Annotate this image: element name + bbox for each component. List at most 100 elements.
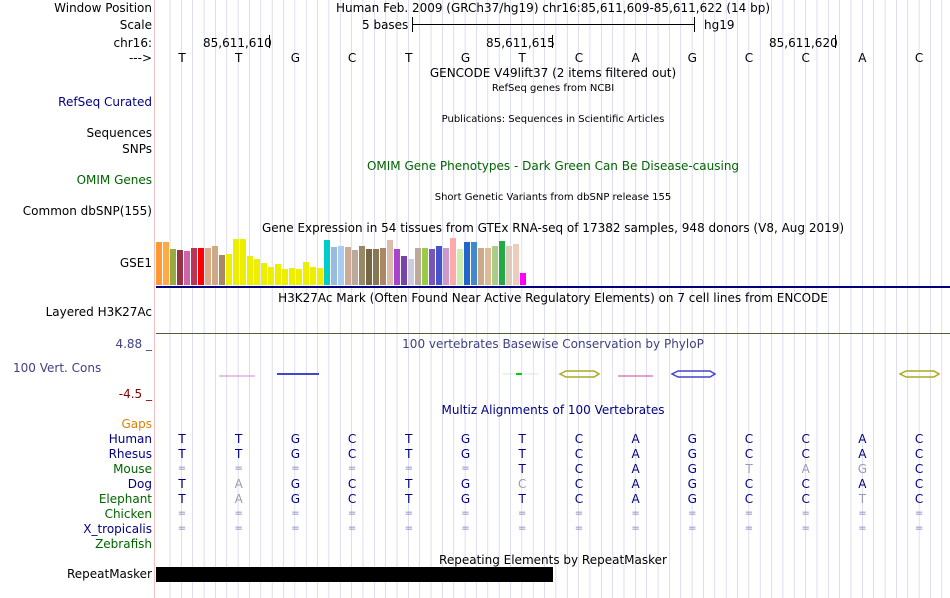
gtex-bar[interactable] [380,248,386,285]
gtex-bar[interactable] [296,268,302,285]
gtex-bar[interactable] [443,248,449,285]
h3k27ac-track-title[interactable]: H3K27Ac Mark (Often Found Near Active Re… [278,291,828,305]
gtex-bar[interactable] [345,247,351,285]
gtex-bar[interactable] [429,249,435,285]
species-label[interactable]: Chicken [104,507,152,521]
gtex-bar[interactable] [373,249,379,285]
sequences-label[interactable]: Sequences [86,126,152,140]
gtex-bar[interactable] [170,249,176,285]
gtex-bar[interactable] [331,247,337,285]
snps-label[interactable]: SNPs [122,142,152,156]
gtex-bar[interactable] [289,267,295,285]
gtex-bar[interactable] [303,261,309,285]
alignment-base: A [631,477,640,491]
gtex-bar[interactable] [212,246,218,285]
gtex-bar[interactable] [408,259,414,285]
repeatmasker-element[interactable] [156,567,553,582]
gtex-bar[interactable] [163,242,169,285]
multiz-track-title[interactable]: Multiz Alignments of 100 Vertebrates [441,403,665,417]
gtex-bar[interactable] [261,262,267,285]
gtex-bar[interactable] [310,266,316,285]
species-label[interactable]: Mouse [113,462,152,476]
gtex-bar[interactable] [282,268,288,285]
species-label[interactable]: Dog [127,477,152,491]
gtex-bar[interactable] [387,240,393,285]
alignment-base: C [347,432,357,446]
gtex-track-title[interactable]: Gene Expression in 54 tissues from GTEx … [261,221,845,235]
gtex-bar[interactable] [366,249,372,285]
gtex-bar[interactable] [177,250,183,285]
gtex-bar[interactable] [401,256,407,285]
gtex-bar[interactable] [464,242,470,285]
omim-track-title[interactable]: OMIM Gene Phenotypes - Dark Green Can Be… [366,159,740,173]
gtex-bar[interactable] [240,239,246,285]
gtex-bar[interactable] [471,242,477,285]
alignment-base: = [631,508,640,519]
gtex-bar[interactable] [520,272,526,285]
publications-track-title[interactable]: Publications: Sequences in Scientific Ar… [441,114,665,125]
species-label[interactable]: Rhesus [108,447,152,461]
phylop-track-title[interactable]: 100 vertebrates Basewise Conservation by… [402,337,704,351]
cons-label[interactable]: 100 Vert. Cons [13,361,102,375]
position-title[interactable]: Human Feb. 2009 (GRCh37/hg19) chr16:85,6… [335,1,770,15]
gtex-bar[interactable] [254,259,260,285]
species-label[interactable]: Zebrafish [95,537,152,551]
alignment-base: = [291,523,300,534]
alignment-base: C [744,447,754,461]
reference-base: A [631,51,640,65]
gtex-bar[interactable] [275,263,281,285]
gtex-bar[interactable] [513,244,519,285]
alignment-base: C [347,447,357,461]
refseq-track-title[interactable]: RefSeq genes from NCBI [491,83,615,94]
gtex-bar[interactable] [233,239,239,285]
gtex-bar[interactable] [492,246,498,285]
gtex-bar[interactable] [499,241,505,285]
alignment-base: C [914,477,924,491]
gtex-bar[interactable] [317,267,323,285]
gtex-bar[interactable] [457,249,463,285]
gtex-bar[interactable] [450,238,456,285]
gtex-bar[interactable] [191,248,197,285]
alignment-base: T [518,462,526,476]
h3k27ac-label[interactable]: Layered H3K27Ac [45,305,152,319]
species-label[interactable]: Elephant [98,492,152,506]
gtex-bar[interactable] [205,248,211,285]
gtex-bar-chart[interactable] [156,236,556,285]
species-label[interactable]: X_tropicalis [83,522,152,536]
gaps-label[interactable]: Gaps [121,417,152,431]
gtex-bar[interactable] [394,249,400,285]
strand-arrow[interactable]: ---> [128,51,152,65]
gtex-bar[interactable] [359,246,365,285]
repeatmasker-track-title[interactable]: Repeating Elements by RepeatMasker [439,553,667,567]
gtex-bar[interactable] [422,248,428,285]
gtex-bar[interactable] [436,246,442,285]
omim-label[interactable]: OMIM Genes [76,173,152,187]
species-label[interactable]: Human [108,432,152,446]
gencode-track-title[interactable]: GENCODE V49lift37 (2 items filtered out) [429,66,677,80]
alignment-base: = [347,463,357,474]
alignment-base: = [801,508,810,519]
gtex-bar[interactable] [478,248,484,285]
gtex-bar[interactable] [415,248,421,285]
repeatmasker-label[interactable]: RepeatMasker [66,567,152,581]
gtex-bar[interactable] [226,254,232,285]
gtex-bar[interactable] [156,242,162,285]
alignment-base: C [347,492,357,506]
gtex-bar[interactable] [324,240,330,285]
gtex-bar[interactable] [352,250,358,285]
gtex-bar[interactable] [485,248,491,285]
gtex-bar[interactable] [184,251,190,285]
dbsnp-track-title[interactable]: Short Genetic Variants from dbSNP releas… [434,192,672,203]
alignment-base: = [234,463,243,474]
gtex-bar[interactable] [219,255,225,285]
gtex-bar[interactable] [338,246,344,285]
reference-base: C [801,51,810,65]
label-column-divider [154,0,155,598]
gtex-bar[interactable] [247,256,253,285]
gtex-bar[interactable] [268,266,274,285]
gse1-label[interactable]: GSE1 [119,256,152,270]
gtex-bar[interactable] [506,246,512,285]
refseq-label[interactable]: RefSeq Curated [58,95,152,109]
dbsnp-label[interactable]: Common dbSNP(155) [22,204,152,218]
gtex-bar[interactable] [198,248,204,285]
